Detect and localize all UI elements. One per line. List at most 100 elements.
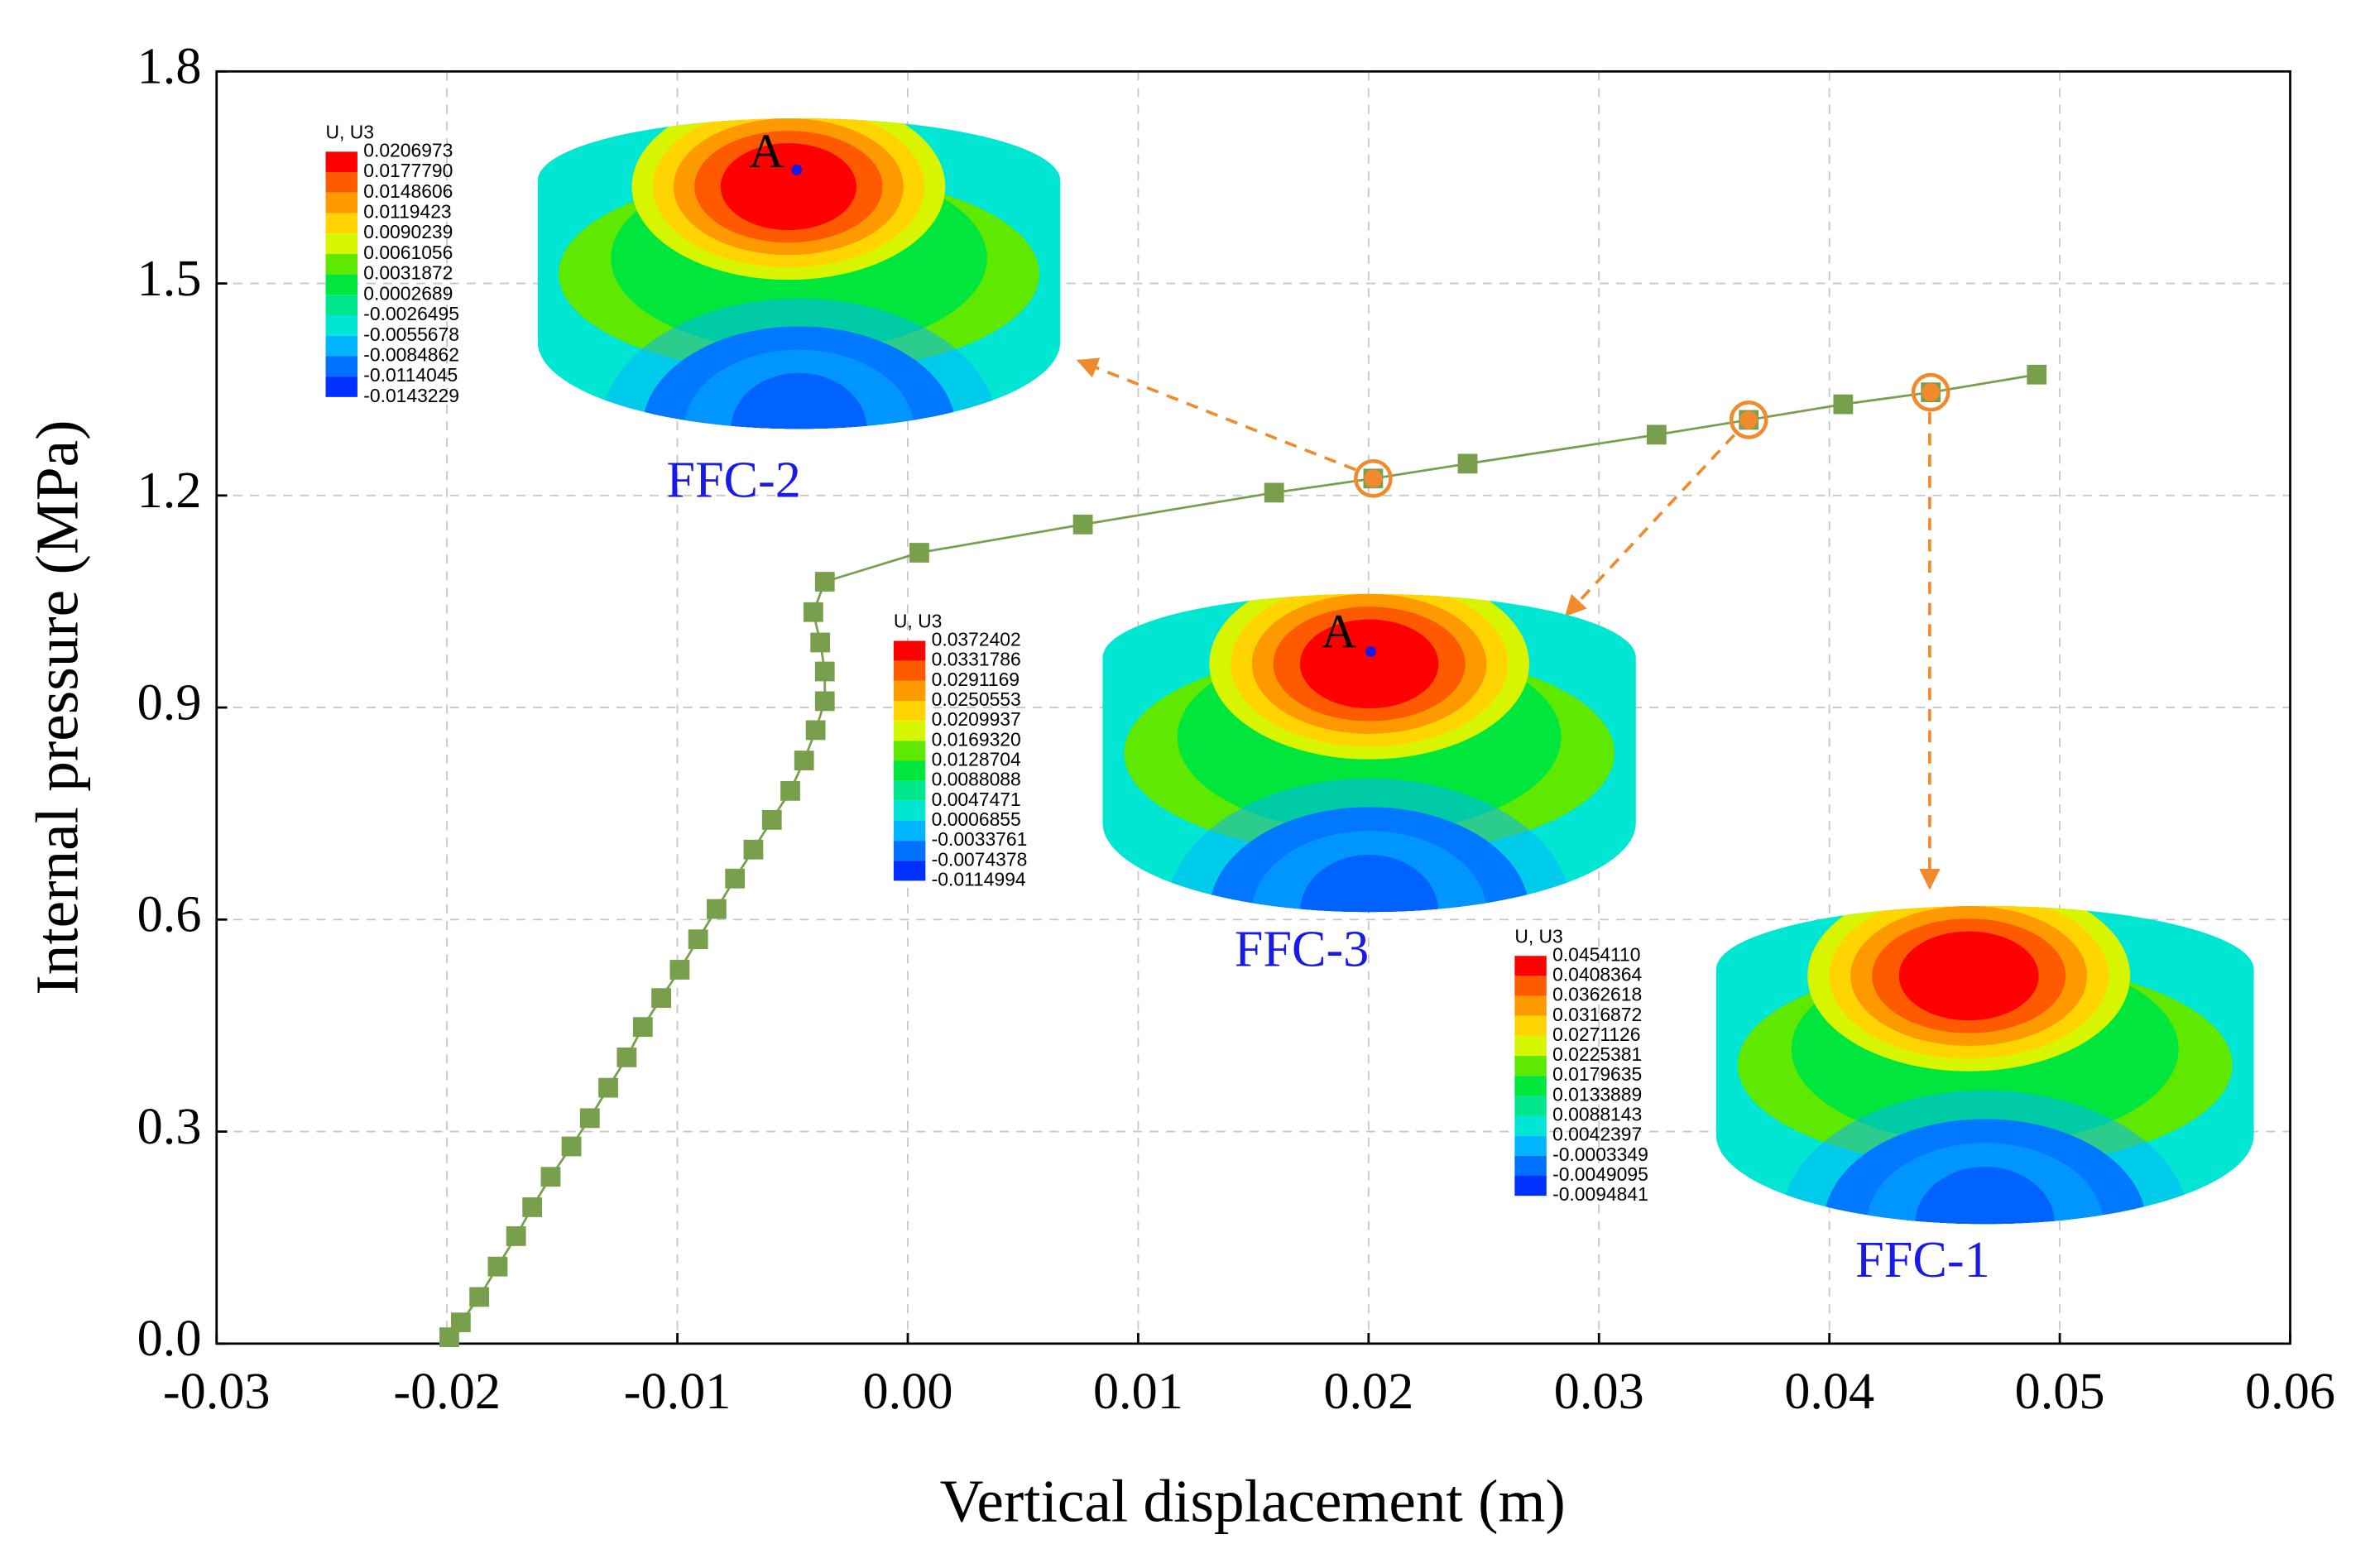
highlight-ring <box>1911 372 1950 412</box>
legend-value: 0.0088088 <box>932 769 1021 790</box>
x-tick-label: 0.01 <box>1093 1364 1183 1420</box>
legend-value: -0.0026495 <box>363 303 459 324</box>
legend-value: 0.0042397 <box>1552 1124 1642 1145</box>
data-point <box>450 1312 471 1333</box>
point-dot <box>1365 645 1376 657</box>
point-label: A <box>1322 604 1356 658</box>
band <box>1898 931 2039 1021</box>
legend-value: 0.0031872 <box>363 262 453 284</box>
data-point <box>469 1287 490 1307</box>
highlight-dot <box>1364 469 1383 488</box>
colorbar-cell <box>1514 995 1547 1016</box>
data-point <box>1072 514 1093 535</box>
legend-title: U, U3 <box>894 611 942 632</box>
colorbar-cell <box>893 760 926 781</box>
colorbar-cell <box>325 253 357 275</box>
legend-value: 0.0225381 <box>1552 1043 1642 1065</box>
legend-title: U, U3 <box>1514 925 1562 947</box>
arrow <box>1076 357 1356 472</box>
colorbar-cell <box>325 151 357 173</box>
colorbar-cell <box>325 376 357 397</box>
band <box>1299 619 1439 709</box>
highlight-dot <box>1739 410 1758 429</box>
legend-value: 0.0090239 <box>363 221 453 242</box>
legend-value: 0.0250553 <box>932 688 1021 710</box>
data-point <box>743 839 764 860</box>
colorbar-cell <box>893 741 926 761</box>
legend-value: 0.0454110 <box>1552 943 1640 965</box>
contour-image <box>1715 905 2254 1225</box>
colorbar-cell <box>1514 1056 1547 1077</box>
x-tick-label: 0.05 <box>2015 1364 2105 1420</box>
contours <box>1124 593 1615 913</box>
colorbar-cell <box>1514 1176 1547 1196</box>
colorbar-cell <box>1514 1015 1547 1036</box>
y-axis-label: Internal pressure (MPa) <box>24 420 91 995</box>
colorbar-cell <box>325 356 357 377</box>
data-point <box>794 750 814 771</box>
legend-value: 0.0133889 <box>1552 1083 1642 1105</box>
data-point <box>805 720 826 741</box>
data-point <box>617 1047 637 1067</box>
x-tick-label: -0.03 <box>163 1364 271 1420</box>
legend-value: -0.0084862 <box>363 343 459 365</box>
y-tick-label: 0.0 <box>137 1311 202 1367</box>
data-point <box>1646 424 1667 445</box>
legend-value: 0.0372402 <box>932 629 1021 650</box>
highlight-ring <box>1354 458 1393 498</box>
legend-value: 0.0206973 <box>363 139 453 161</box>
colorbar-cell <box>1514 1035 1547 1057</box>
legend-value: -0.0033761 <box>932 828 1028 850</box>
y-tick-label: 1.5 <box>137 251 202 307</box>
x-tick-label: 0.00 <box>863 1364 953 1420</box>
data-point <box>1264 482 1284 503</box>
contours <box>1737 905 2233 1225</box>
legend-value: 0.0006855 <box>932 808 1021 830</box>
colorbar-cell <box>1514 1076 1547 1096</box>
legend-value: 0.0047471 <box>932 789 1021 810</box>
point-dot <box>791 164 803 175</box>
colorbar-cell <box>325 295 357 316</box>
data-point <box>1833 394 1854 415</box>
legend-value: -0.0114994 <box>932 869 1026 890</box>
y-tick-label: 0.9 <box>137 674 202 731</box>
point-label: A <box>749 124 784 178</box>
data-point <box>780 780 800 801</box>
colorbar-cell <box>325 172 357 193</box>
data-point <box>814 661 835 682</box>
data-point <box>814 572 835 592</box>
data-point <box>522 1197 543 1217</box>
x-tick-label: -0.02 <box>393 1364 501 1420</box>
inset-label: FFC-2 <box>666 452 801 508</box>
colorbar-cell <box>325 213 357 234</box>
data-point <box>814 691 835 712</box>
legend-value: 0.0119423 <box>363 201 451 223</box>
colorbar-cell <box>1514 1135 1547 1156</box>
colorbar-cell <box>325 335 357 357</box>
data-point <box>1457 453 1478 474</box>
highlight-ring <box>1729 400 1768 439</box>
data-point <box>810 632 831 653</box>
legend-value: 0.0209937 <box>932 708 1021 730</box>
legend-value: 0.0291169 <box>932 669 1020 690</box>
band <box>1166 778 1572 913</box>
y-tick-label: 1.2 <box>137 463 202 519</box>
contours <box>559 118 1039 429</box>
legend-value: 0.0408364 <box>1552 963 1642 985</box>
data-point <box>688 929 708 950</box>
data-point <box>707 899 727 919</box>
x-tick-label: 0.04 <box>1784 1364 1874 1420</box>
y-tick-label: 0.6 <box>137 887 202 943</box>
legend-value: 0.0316872 <box>1552 1004 1642 1025</box>
legend-value: 0.0088143 <box>1552 1104 1642 1125</box>
colorbar-cell <box>893 820 926 842</box>
data-point <box>632 1017 653 1038</box>
legend-value: -0.0114045 <box>363 364 458 386</box>
legend-value: 0.0169320 <box>932 728 1021 750</box>
x-tick-label: 0.02 <box>1323 1364 1413 1420</box>
colorbar-cell <box>1514 956 1547 976</box>
x-tick-label: 0.06 <box>2245 1364 2335 1420</box>
data-point <box>439 1327 459 1348</box>
colorbar-cell <box>1514 1096 1547 1116</box>
colorbar-cell <box>325 274 357 295</box>
